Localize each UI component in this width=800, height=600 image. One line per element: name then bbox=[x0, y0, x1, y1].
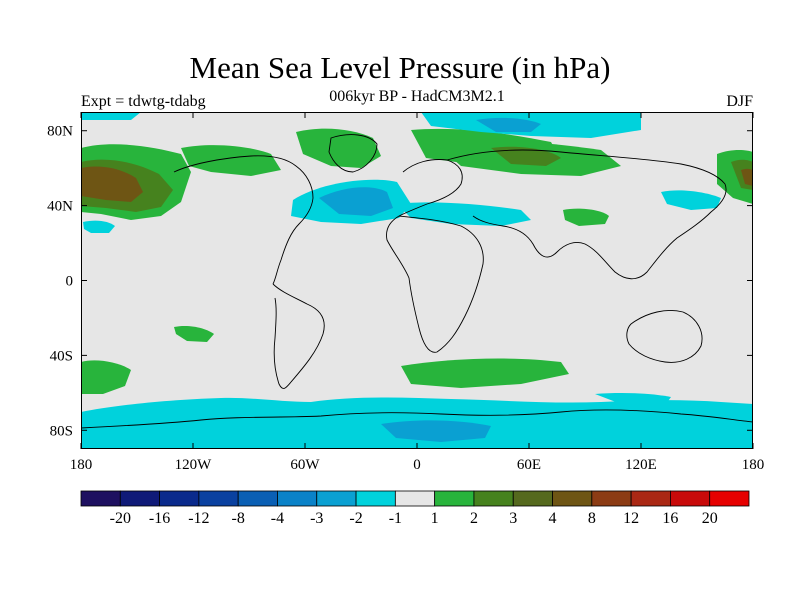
colorbar-box bbox=[198, 490, 239, 507]
colorbar-box bbox=[237, 490, 278, 507]
lat-tick-label: 40N bbox=[47, 199, 73, 215]
season-label: DJF bbox=[726, 93, 753, 110]
lon-tick-label: 120W bbox=[175, 457, 213, 473]
arctic-low-core bbox=[476, 117, 541, 132]
coast-africa bbox=[386, 215, 484, 353]
colorbar-box bbox=[552, 490, 593, 507]
colorbar-label: 3 bbox=[509, 510, 517, 527]
colorbar-label: 16 bbox=[662, 510, 678, 527]
colorbar-box bbox=[512, 490, 553, 507]
map-background bbox=[81, 112, 753, 449]
coast-north-america bbox=[173, 155, 314, 285]
colorbar-box bbox=[159, 490, 200, 507]
colorbar-box bbox=[670, 490, 711, 507]
lat-tick-label: 80N bbox=[47, 124, 73, 140]
colorbar-label: -20 bbox=[110, 510, 131, 527]
lon-tick-label: 120E bbox=[625, 457, 657, 473]
lat-tick-label: 40S bbox=[50, 348, 73, 364]
coast-asia bbox=[446, 149, 727, 280]
colorbar-box bbox=[473, 490, 514, 507]
colorbar-label: -3 bbox=[310, 510, 323, 527]
colorbar-label: -8 bbox=[232, 510, 245, 527]
colorbar-box bbox=[394, 490, 436, 507]
arctic-high bbox=[296, 128, 381, 168]
canada-high bbox=[181, 145, 281, 176]
southern-pacific-high bbox=[81, 360, 131, 394]
siberia-core bbox=[491, 146, 561, 166]
lat-tick-label: 0 bbox=[66, 274, 74, 290]
colorbar-box bbox=[80, 490, 121, 507]
sub-antarctic-low bbox=[595, 393, 671, 404]
atlantic-low-core bbox=[319, 187, 393, 216]
coast-australia bbox=[626, 310, 703, 363]
colorbar-box bbox=[316, 490, 357, 507]
colorbar-box bbox=[119, 490, 160, 507]
lon-tick-label: 60E bbox=[517, 457, 541, 473]
coast-antarctica bbox=[80, 409, 754, 429]
lon-tick-label: 180 bbox=[70, 457, 93, 473]
pacific-west-low bbox=[83, 220, 115, 233]
colorbar-label: 4 bbox=[549, 510, 557, 527]
positive-anomaly-regions bbox=[81, 128, 753, 394]
south-pacific-high bbox=[174, 325, 214, 342]
colorbar-box bbox=[277, 490, 318, 507]
colorbar-label: -2 bbox=[349, 510, 362, 527]
pressure-anomaly-map bbox=[80, 112, 754, 449]
colorbar-box bbox=[709, 490, 750, 507]
asia-low bbox=[661, 190, 721, 210]
colorbar-label: 2 bbox=[470, 510, 478, 527]
lon-tick-label: 180 bbox=[742, 457, 765, 473]
lon-tick-label: 60W bbox=[290, 457, 320, 473]
north-pacific-peak bbox=[81, 166, 143, 202]
colorbar-label: 8 bbox=[588, 510, 596, 527]
colorbar-label: 12 bbox=[623, 510, 639, 527]
lat-tick-label: 80S bbox=[50, 423, 73, 439]
bering-peak bbox=[741, 168, 753, 186]
experiment-label: Expt = tdwtg-tdabg bbox=[81, 93, 206, 110]
map-canvas bbox=[80, 112, 754, 449]
lon-tick-label: 0 bbox=[413, 457, 421, 473]
bering-low bbox=[81, 112, 141, 120]
coast-greenland bbox=[328, 134, 378, 173]
east-asia-high bbox=[563, 208, 609, 226]
coastlines bbox=[80, 134, 754, 429]
chart-title: Mean Sea Level Pressure (in hPa) bbox=[189, 50, 611, 85]
colorbar-label: 1 bbox=[431, 510, 439, 527]
chart-subtitle: 006kyr BP - HadCM3M2.1 bbox=[329, 88, 505, 105]
colorbar: -20 -16 -12 -8 -4 -3 -2 -1 1 2 3 4 8 12 16 20 bbox=[80, 490, 750, 527]
southern-ocean-core bbox=[381, 420, 491, 442]
colorbar-label: -16 bbox=[149, 510, 170, 527]
colorbar-label: -4 bbox=[271, 510, 284, 527]
indian-ocean-high bbox=[401, 358, 569, 388]
colorbar-box bbox=[355, 490, 396, 507]
coast-south-america bbox=[272, 283, 325, 389]
colorbar-box bbox=[434, 490, 475, 507]
colorbar-label: -12 bbox=[188, 510, 209, 527]
colorbar-box bbox=[630, 490, 671, 507]
colorbar-label: 20 bbox=[702, 510, 718, 527]
colorbar-box bbox=[591, 490, 632, 507]
colorbar-label: -1 bbox=[389, 510, 402, 527]
coast-europe bbox=[398, 159, 463, 217]
